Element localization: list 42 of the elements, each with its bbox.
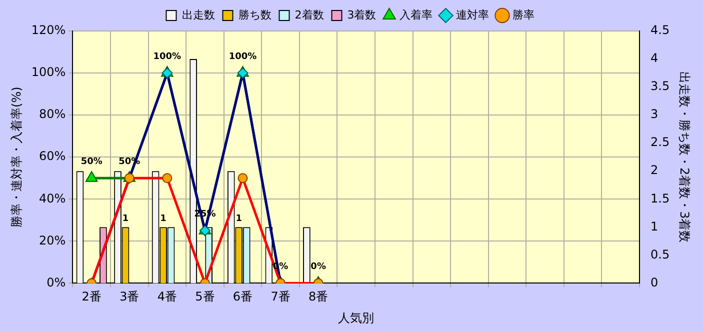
y-tick-label: 0% <box>46 275 66 290</box>
data-label: 1 <box>236 214 242 224</box>
point <box>85 171 98 182</box>
data-label: 100% <box>153 52 182 62</box>
legend-label: 出走数 <box>182 8 215 22</box>
y-tick-label: 120% <box>31 23 66 38</box>
y2-tick-label: 1.5 <box>650 191 670 206</box>
y-tick-label: 60% <box>39 149 66 164</box>
y-tick-label: 80% <box>39 107 66 122</box>
y-tick-label: 100% <box>31 65 66 80</box>
y2-tick-label: 0.5 <box>650 247 670 262</box>
y2-tick-label: 2 <box>650 163 658 178</box>
y2-tick-label: 2.5 <box>650 135 670 150</box>
y-axis-title: 勝率・連対率・入着率(%) <box>9 86 24 228</box>
y2-tick-label: 3.5 <box>650 79 670 94</box>
legend-label: 勝率 <box>512 8 535 22</box>
y-tick-label: 20% <box>39 233 66 248</box>
data-label: 1 <box>122 214 129 224</box>
legend-label: 2着数 <box>294 8 324 22</box>
x-tick-label: 8番 <box>308 290 328 304</box>
legend-label: 連対率 <box>456 8 490 22</box>
x-tick-label: 6番 <box>232 290 253 304</box>
x-axis-title: 人気別 <box>338 310 374 325</box>
y2-tick-label: 3 <box>650 107 658 122</box>
y2-tick-label: 1 <box>650 219 658 234</box>
data-label: 100% <box>228 52 257 62</box>
y2-axis-title: 出走数・勝ち数・2着数・3着数 <box>678 71 692 243</box>
legend-label: 勝ち数 <box>238 8 272 22</box>
legend-label: 入着率 <box>400 8 433 22</box>
data-label: 0% <box>310 262 326 272</box>
x-tick-label: 7番 <box>270 290 290 304</box>
y2-tick-label: 4 <box>650 51 658 66</box>
legend-label: 3着数 <box>347 8 376 22</box>
y2-tick-label: 4.5 <box>650 23 670 38</box>
data-label: 1 <box>160 214 166 224</box>
data-label: 50% <box>80 156 102 167</box>
x-tick-label: 2番 <box>82 290 102 304</box>
y-tick-label: 40% <box>39 191 66 206</box>
x-tick-label: 3番 <box>120 290 140 304</box>
y2-tick-label: 0 <box>650 275 658 290</box>
x-tick-label: 4番 <box>157 290 177 304</box>
x-tick-label: 5番 <box>195 290 215 304</box>
